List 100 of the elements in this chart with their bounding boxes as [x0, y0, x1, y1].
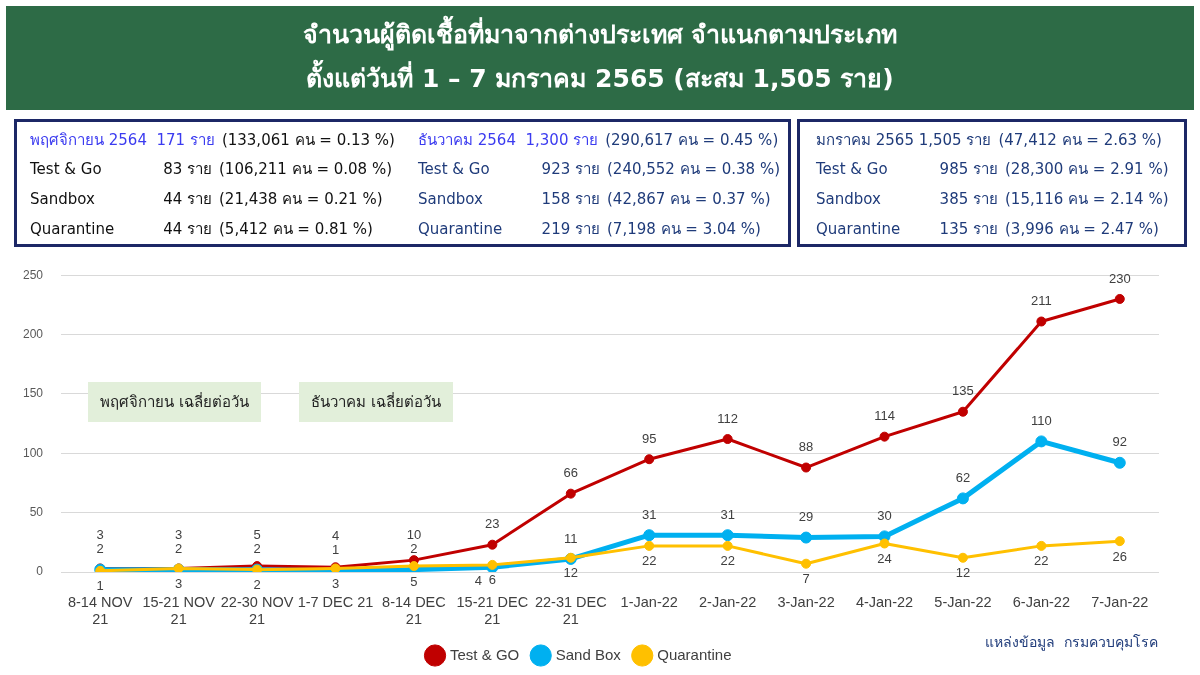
data-label: 7 — [802, 571, 810, 587]
legend-label: Test & GO — [450, 645, 520, 663]
data-label: 23 — [485, 516, 500, 532]
text: (3,996 คน = 2.47 %) — [1004, 220, 1159, 238]
text: (290,617 คน = 0.45 %) — [604, 131, 779, 149]
text: 985 ราย — [938, 159, 998, 180]
data-label: 26 — [1112, 548, 1128, 564]
x-tick-label: 5-Jan-22 — [934, 593, 992, 610]
x-tick-label: 4-Jan-22 — [855, 593, 914, 610]
text: 44 ราย — [162, 189, 212, 210]
data-label: 10 — [406, 527, 422, 543]
data-label: 6 — [488, 572, 496, 588]
y-tick-label: 200 — [22, 326, 44, 341]
data-label: 22 — [720, 553, 735, 569]
data-label: 135 — [952, 383, 974, 399]
data-label: 88 — [798, 439, 814, 455]
data-label: 22 — [641, 553, 657, 569]
x-tick-label: 8-14 NOV 21 — [67, 593, 133, 628]
text: (7,198 คน = 3.04 %) — [606, 220, 761, 238]
y-tick-label: 50 — [29, 504, 44, 519]
text: (5,412 คน = 0.81 %) — [218, 220, 373, 238]
data-label: 2 — [410, 541, 418, 557]
data-label: 95 — [641, 430, 657, 446]
data-label: 62 — [955, 469, 971, 485]
text: (21,438 คน = 0.21 %) — [218, 190, 383, 208]
data-label: 4 — [331, 528, 340, 544]
x-tick-label: 3-Jan-22 — [777, 593, 835, 610]
data-label: 12 — [955, 565, 971, 581]
data-label: 30 — [877, 507, 892, 523]
text: Sandbox — [816, 189, 882, 210]
y-tick-label: 0 — [36, 564, 44, 579]
data-label: 112 — [717, 410, 739, 426]
text: แหล่งข้อมูล กรมควบคุมโรค — [985, 633, 1158, 653]
data-label: 2 — [175, 541, 183, 557]
x-tick-label: 15-21 NOV 21 — [142, 593, 216, 628]
text: Test & Go — [418, 159, 491, 180]
text: (15,116 คน = 2.14 %) — [1004, 190, 1169, 208]
text: ธันวาคม 2564 1,300 ราย — [418, 131, 599, 149]
data-label: 29 — [798, 509, 814, 525]
text: Test & Go — [816, 159, 889, 180]
data-label: 3 — [175, 576, 183, 592]
x-tick-label: 15-21 DEC 21 — [456, 593, 529, 628]
data-label: 1 — [96, 578, 104, 594]
data-label: 2 — [96, 541, 104, 557]
text: 158 ราย — [540, 189, 600, 210]
data-label: 4 — [474, 572, 482, 588]
text: มกราคม 2565 1,505 ราย — [816, 131, 992, 149]
x-tick-label: 1-7 DEC 21 — [297, 593, 374, 610]
data-label: 5 — [253, 527, 261, 543]
data-label: 114 — [874, 408, 895, 424]
data-label: 22 — [1034, 553, 1049, 569]
text: (42,867 คน = 0.37 %) — [606, 190, 771, 208]
x-tick-label: 6-Jan-22 — [1012, 593, 1070, 610]
legend-label: Sand Box — [555, 645, 622, 663]
data-label: 3 — [96, 527, 104, 543]
annotation: ธันวาคม เฉลี่ยต่อวัน — [299, 382, 453, 422]
text: พฤศจิกายน 2564 171 ราย — [30, 131, 215, 149]
y-tick-label: 100 — [22, 445, 44, 460]
x-tick-label: 22-30 NOV 21 — [220, 593, 294, 628]
text: 135 ราย — [938, 219, 998, 240]
text: Sandbox — [30, 189, 96, 210]
x-tick-label: 22-31 DEC 21 — [534, 593, 607, 628]
text: (47,412 คน = 2.63 %) — [997, 131, 1162, 149]
x-tick-label: 7-Jan-22 — [1091, 593, 1149, 610]
data-label: 66 — [563, 465, 579, 481]
data-label: 2 — [253, 577, 261, 593]
text: Sandbox — [418, 189, 484, 210]
data-label: 1 — [331, 542, 340, 558]
data-label: 12 — [563, 565, 579, 581]
annotation: พฤศจิกายน เฉลี่ยต่อวัน — [88, 382, 261, 422]
text: (106,211 คน = 0.08 %) — [218, 160, 393, 178]
data-label: 211 — [1030, 293, 1052, 309]
text: 44 ราย — [162, 219, 212, 240]
text: 219 ราย — [540, 219, 600, 240]
data-label: 3 — [175, 527, 183, 543]
text: Quarantine — [418, 219, 504, 240]
data-label: 5 — [410, 573, 418, 589]
text: 83 ราย — [162, 159, 212, 180]
data-label: 11 — [564, 530, 578, 546]
data-label: 24 — [877, 551, 892, 567]
text: (133,061 คน = 0.13 %) — [220, 131, 395, 149]
text: 385 ราย — [938, 189, 998, 210]
text: (28,300 คน = 2.91 %) — [1004, 160, 1169, 178]
data-label: 230 — [1108, 270, 1131, 286]
data-label: 92 — [1112, 434, 1128, 450]
x-tick-label: 1-Jan-22 — [620, 593, 678, 610]
y-tick-label: 150 — [22, 386, 44, 401]
data-label: 31 — [641, 506, 657, 522]
data-label: 3 — [331, 576, 340, 592]
text: Test & Go — [30, 159, 103, 180]
text: 923 ราย — [540, 159, 600, 180]
text: Quarantine — [816, 219, 902, 240]
x-tick-label: 2-Jan-22 — [699, 593, 757, 610]
data-label: 31 — [720, 506, 735, 522]
legend-label: Quarantine — [657, 645, 732, 663]
y-tick-label: 250 — [22, 267, 44, 282]
text: Quarantine — [30, 219, 116, 240]
data-label: 110 — [1030, 412, 1052, 428]
text: (240,552 คน = 0.38 %) — [606, 160, 781, 178]
x-tick-label: 8-14 DEC 21 — [382, 593, 446, 628]
